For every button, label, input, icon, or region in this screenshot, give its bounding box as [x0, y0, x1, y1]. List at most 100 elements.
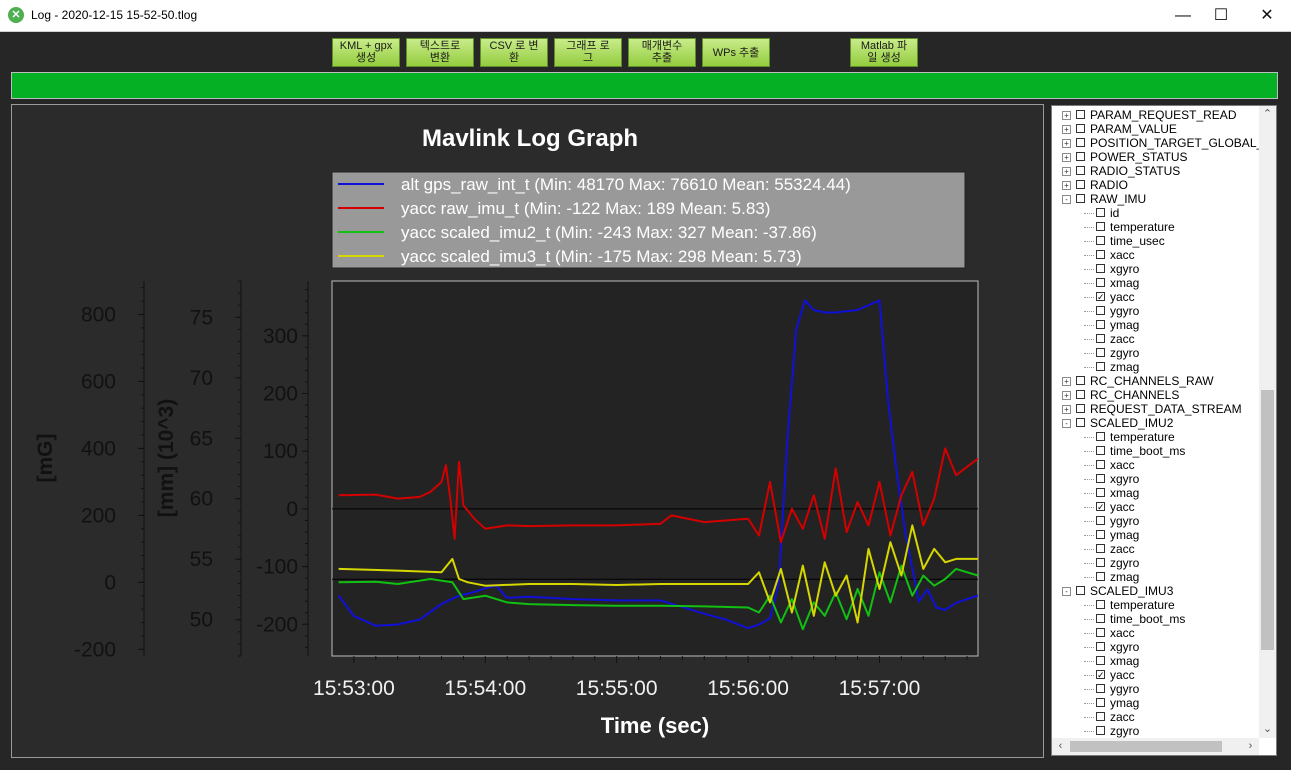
matlab-button[interactable]: Matlab 파 일 생성: [850, 38, 918, 67]
checkbox[interactable]: [1096, 460, 1105, 469]
checkbox[interactable]: [1076, 180, 1085, 189]
checkbox[interactable]: [1096, 684, 1105, 693]
expand-icon[interactable]: +: [1062, 181, 1071, 190]
convert-csv-button[interactable]: CSV 로 변 환: [480, 38, 548, 67]
tree-leaf[interactable]: temperature: [1052, 598, 1258, 612]
checkbox[interactable]: [1096, 544, 1105, 553]
tree-leaf[interactable]: zgyro: [1052, 724, 1258, 738]
tree-node[interactable]: + PARAM_REQUEST_READ: [1052, 108, 1258, 122]
tree-node[interactable]: + REQUEST_DATA_STREAM: [1052, 402, 1258, 416]
checkbox[interactable]: [1076, 166, 1085, 175]
tree-node[interactable]: + RADIO_STATUS: [1052, 164, 1258, 178]
scroll-left-icon[interactable]: ‹: [1058, 740, 1063, 752]
tree-leaf[interactable]: ✓ yacc: [1052, 290, 1258, 304]
checkbox[interactable]: [1076, 376, 1085, 385]
checkbox[interactable]: [1096, 656, 1105, 665]
tree-leaf[interactable]: zgyro: [1052, 556, 1258, 570]
scroll-up-icon[interactable]: ⌃: [1262, 108, 1273, 120]
checkbox[interactable]: [1096, 698, 1105, 707]
tree-leaf[interactable]: time_boot_ms: [1052, 444, 1258, 458]
tree-node[interactable]: + POSITION_TARGET_GLOBAL_: [1052, 136, 1263, 150]
tree-leaf[interactable]: zacc: [1052, 332, 1258, 346]
tree-node[interactable]: + RC_CHANNELS: [1052, 388, 1258, 402]
checkbox[interactable]: [1096, 348, 1105, 357]
graph-panel[interactable]: Mavlink Log Graph 800 600 400 200 0 -200 75 70 65…: [11, 104, 1044, 758]
checkbox[interactable]: [1076, 586, 1085, 595]
scroll-down-icon[interactable]: ⌄: [1262, 723, 1273, 735]
tree-leaf[interactable]: temperature: [1052, 220, 1258, 234]
expand-icon[interactable]: +: [1062, 153, 1071, 162]
collapse-icon[interactable]: -: [1062, 419, 1071, 428]
tree-leaf[interactable]: time_boot_ms: [1052, 612, 1258, 626]
expand-icon[interactable]: +: [1062, 377, 1071, 386]
checkbox[interactable]: [1096, 320, 1105, 329]
minimize-button[interactable]: —: [1175, 7, 1191, 24]
checkbox[interactable]: [1076, 152, 1085, 161]
checkbox[interactable]: ✓: [1096, 292, 1105, 302]
expand-icon[interactable]: +: [1062, 405, 1071, 414]
tree-node[interactable]: - RAW_IMU: [1052, 192, 1258, 206]
tree-leaf[interactable]: id: [1052, 206, 1258, 220]
checkbox[interactable]: [1076, 124, 1085, 133]
checkbox[interactable]: [1076, 138, 1085, 147]
checkbox[interactable]: [1096, 222, 1105, 231]
tree-leaf[interactable]: zacc: [1052, 542, 1258, 556]
graph-log-button[interactable]: 그래프 로 그: [554, 38, 622, 67]
tree-node[interactable]: - SCALED_IMU2: [1052, 416, 1258, 430]
message-tree[interactable]: + PARAM_REQUEST_READ + PARAM_VALUE + POSITION…: [1051, 105, 1277, 756]
checkbox[interactable]: [1096, 474, 1105, 483]
tree-leaf[interactable]: zmag: [1052, 360, 1258, 374]
checkbox[interactable]: [1096, 600, 1105, 609]
checkbox[interactable]: [1096, 558, 1105, 567]
checkbox[interactable]: [1096, 572, 1105, 581]
tree-leaf[interactable]: zgyro: [1052, 346, 1258, 360]
tree-node[interactable]: + PARAM_VALUE: [1052, 122, 1258, 136]
expand-icon[interactable]: +: [1062, 111, 1071, 120]
tree-leaf[interactable]: temperature: [1052, 430, 1258, 444]
checkbox[interactable]: [1096, 488, 1105, 497]
checkbox[interactable]: [1096, 264, 1105, 273]
checkbox[interactable]: [1096, 362, 1105, 371]
close-button[interactable]: ✕: [1260, 7, 1274, 24]
tree-leaf[interactable]: xmag: [1052, 276, 1258, 290]
checkbox[interactable]: [1076, 404, 1085, 413]
tree-leaf[interactable]: xgyro: [1052, 640, 1258, 654]
tree-leaf[interactable]: ygyro: [1052, 304, 1258, 318]
checkbox[interactable]: [1096, 530, 1105, 539]
checkbox[interactable]: ✓: [1096, 502, 1105, 512]
log-graph[interactable]: Mavlink Log Graph8006004002000-200757065…: [12, 105, 1043, 757]
tree-leaf[interactable]: ymag: [1052, 696, 1258, 710]
tree-leaf[interactable]: xacc: [1052, 626, 1258, 640]
checkbox[interactable]: [1076, 110, 1085, 119]
checkbox[interactable]: [1096, 642, 1105, 651]
checkbox[interactable]: [1096, 208, 1105, 217]
checkbox[interactable]: [1096, 334, 1105, 343]
checkbox[interactable]: [1096, 278, 1105, 287]
tree-leaf[interactable]: xmag: [1052, 486, 1258, 500]
tree-leaf[interactable]: zmag: [1052, 570, 1258, 584]
tree-leaf[interactable]: zacc: [1052, 710, 1258, 724]
tree-leaf[interactable]: ✓ yacc: [1052, 500, 1258, 514]
checkbox[interactable]: [1076, 390, 1085, 399]
checkbox[interactable]: [1096, 236, 1105, 245]
checkbox[interactable]: [1096, 306, 1105, 315]
tree-leaf[interactable]: ygyro: [1052, 682, 1258, 696]
tree-horizontal-scroll-thumb[interactable]: [1070, 741, 1222, 752]
tree-leaf[interactable]: xmag: [1052, 654, 1258, 668]
tree-node[interactable]: - SCALED_IMU3: [1052, 584, 1258, 598]
checkbox[interactable]: [1096, 628, 1105, 637]
tree-leaf[interactable]: xgyro: [1052, 262, 1258, 276]
checkbox[interactable]: [1096, 250, 1105, 259]
scroll-right-icon[interactable]: ›: [1248, 740, 1253, 752]
checkbox[interactable]: [1096, 726, 1105, 735]
expand-icon[interactable]: +: [1062, 139, 1071, 148]
tree-leaf[interactable]: xacc: [1052, 458, 1258, 472]
tree-leaf[interactable]: xgyro: [1052, 472, 1258, 486]
tree-node[interactable]: + RC_CHANNELS_RAW: [1052, 374, 1258, 388]
checkbox[interactable]: [1096, 712, 1105, 721]
tree-leaf[interactable]: ymag: [1052, 318, 1258, 332]
expand-icon[interactable]: +: [1062, 167, 1071, 176]
tree-node[interactable]: + RADIO: [1052, 178, 1258, 192]
convert-text-button[interactable]: 텍스트로 변환: [406, 38, 474, 67]
tree-leaf[interactable]: ✓ yacc: [1052, 668, 1258, 682]
